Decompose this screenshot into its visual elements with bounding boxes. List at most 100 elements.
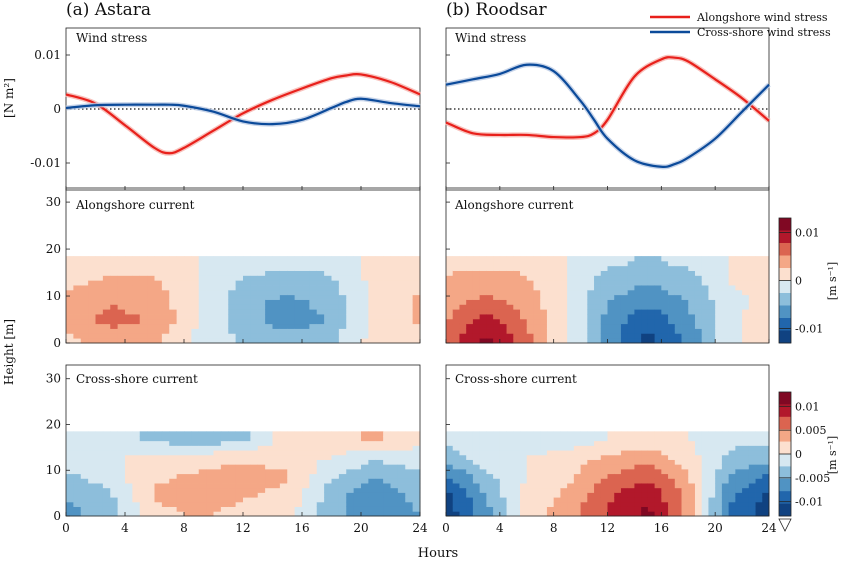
cross-a-cell [279, 468, 288, 475]
cross-a-cell [383, 506, 391, 512]
cross-a-cell [110, 478, 119, 484]
along-a-cell [147, 328, 155, 334]
along-a-cell [110, 333, 119, 339]
cross-a-cell [250, 473, 259, 479]
cross-a-cell [139, 483, 148, 489]
along-a-cell [250, 323, 259, 329]
along-b-cell [728, 333, 736, 339]
cross-a-cell [294, 506, 303, 512]
along-b-cell [647, 333, 656, 339]
cross-a-cell [176, 487, 185, 493]
along-b-cell [452, 328, 460, 334]
cross-b-cell [567, 431, 575, 437]
along-a-cell [132, 280, 141, 286]
along-a-cell [250, 299, 259, 305]
along-b-cell [620, 280, 629, 286]
along-a-cell [147, 285, 155, 291]
along-a-cell [383, 318, 391, 325]
cross-b-cell [452, 459, 460, 465]
along-b-cell [688, 256, 696, 262]
cross-b-cell [735, 450, 743, 456]
along-b-cell [654, 338, 662, 344]
cross-a-cell [176, 506, 185, 512]
along-b-cell [688, 314, 696, 320]
cross-a-cell [361, 492, 369, 498]
cross-b-cell [735, 501, 743, 507]
cross-a-cell [220, 464, 229, 470]
along-a-cell [154, 275, 163, 281]
cross-a-cell [265, 473, 273, 479]
cross-b-cell [560, 483, 568, 489]
along-b-cell [600, 275, 608, 281]
along-a-cell [294, 318, 303, 325]
cross-a-cell [88, 497, 96, 503]
cross-b-cell [600, 487, 608, 493]
along-a-cell [206, 328, 214, 334]
cross-b-cell [654, 454, 662, 460]
cross-a-cell [361, 468, 369, 475]
cross-b-cell [647, 506, 656, 512]
along-b-cell [715, 289, 723, 296]
along-a-cell [346, 280, 355, 286]
cross-b-cell [560, 501, 568, 507]
cross-a-cell [80, 497, 89, 503]
along-a-cell [198, 270, 207, 276]
along-b-cell [472, 299, 481, 305]
along-a-cell [309, 270, 318, 276]
along-a-cell [139, 299, 148, 305]
cross-a-cell [405, 440, 414, 446]
cross-b-cell [479, 492, 487, 498]
along-b-cell [647, 318, 656, 325]
along-b-cell [641, 309, 649, 315]
cross-a-cell [198, 511, 207, 517]
cross-a-cell [405, 464, 414, 470]
cross-a-cell [154, 464, 163, 470]
cross-b-cell [493, 459, 501, 465]
cross-b-cell [755, 487, 763, 493]
along-a-cell [228, 318, 237, 325]
along-b-cell [600, 328, 608, 334]
along-a-cell [316, 333, 325, 339]
cross-b-cell [674, 431, 682, 437]
cross-b-cell [600, 468, 608, 475]
along-b-cell [506, 323, 514, 329]
along-b-cell [762, 314, 770, 320]
along-b-cell [654, 323, 662, 329]
along-a-cell [117, 256, 126, 262]
cross-b-cell [459, 487, 467, 493]
along-a-cell [257, 314, 266, 320]
cross-b-cell [715, 454, 723, 460]
along-b-cell [526, 285, 534, 291]
along-b-cell [446, 260, 454, 267]
along-b-cell [721, 275, 730, 281]
cross-a-cell [324, 487, 332, 493]
along-a-cell [102, 333, 111, 339]
along-b-cell [701, 318, 709, 325]
along-a-cell [405, 270, 414, 276]
cross-b-cell [708, 473, 716, 479]
along-b-cell [762, 285, 770, 291]
cross-a-cell [368, 483, 377, 489]
cross-b-cell [506, 497, 514, 503]
cross-a-cell [316, 436, 325, 442]
cross-b-cell [466, 459, 474, 465]
cross-b-cell [446, 445, 454, 451]
cross-b-cell [721, 459, 730, 465]
along-b-cell [674, 328, 682, 334]
cross-b-cell [701, 483, 709, 489]
cross-a-cell [110, 440, 119, 446]
cross-a-cell [257, 483, 266, 489]
cross-a-cell [235, 511, 244, 517]
cross-b-cell [459, 459, 467, 465]
along-b-cell [446, 314, 454, 320]
cross-a-cell [117, 483, 126, 489]
cross-b-cell [694, 436, 703, 442]
cross-a-cell [73, 478, 82, 484]
cross-b-cell [506, 511, 514, 517]
along-b-cell [748, 280, 756, 286]
along-a-cell [346, 265, 355, 271]
along-a-cell [88, 275, 96, 281]
cross-b-cell [520, 459, 528, 465]
cross-a-cell [287, 483, 296, 489]
cross-b-cell [748, 464, 756, 470]
